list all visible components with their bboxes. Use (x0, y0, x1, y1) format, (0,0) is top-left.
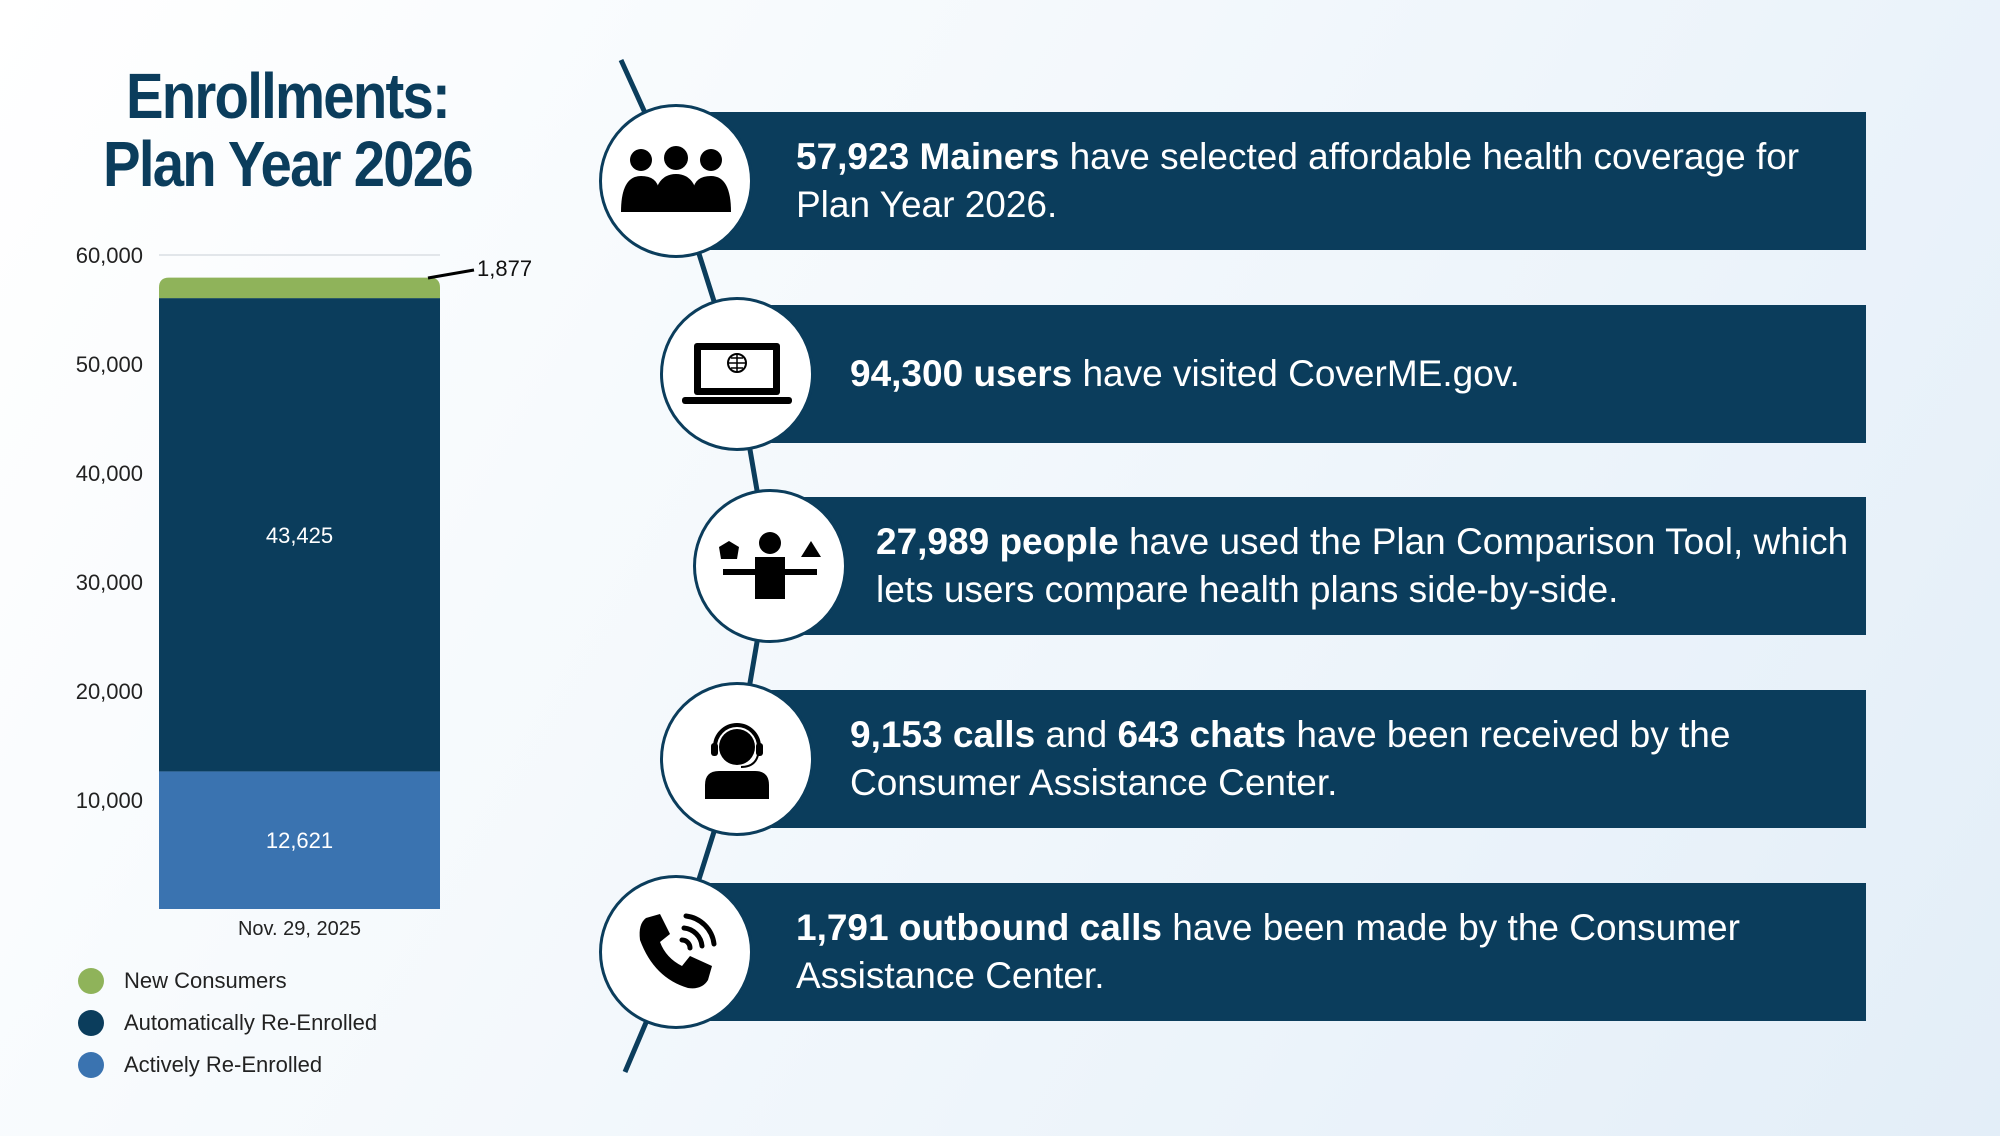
y-tick-label: 60,000 (76, 243, 143, 268)
stat-card-comparison: 27,989 people have used the Plan Compari… (797, 497, 1866, 635)
y-tick-label: 10,000 (76, 788, 143, 813)
legend-item-auto: Automatically Re-Enrolled (78, 1002, 377, 1044)
chart-legend: New Consumers Automatically Re-Enrolled … (78, 960, 377, 1086)
bar-data-label: 43,425 (266, 523, 333, 548)
bar-data-label: 12,621 (266, 828, 333, 853)
stat-card-visitors: 94,300 users have visited CoverME.gov. (765, 305, 1866, 443)
label-leader-line (427, 268, 475, 280)
legend-label: New Consumers (124, 968, 287, 993)
stat-card-enrollees: 57,923 Mainers have selected affordable … (708, 112, 1866, 250)
x-tick-label: Nov. 29, 2025 (238, 918, 361, 940)
phone-call-icon (599, 875, 753, 1029)
title-line-2: Plan Year 2026 (103, 128, 474, 200)
y-tick-label: 50,000 (76, 352, 143, 377)
title-line-1: Enrollments: (125, 60, 451, 132)
legend-dot (78, 1052, 104, 1078)
legend-dot (78, 1010, 104, 1036)
y-tick-label: 30,000 (76, 570, 143, 595)
bar-segment (159, 771, 440, 909)
legend-item-active: Actively Re-Enrolled (78, 1044, 377, 1086)
y-tick-label: 40,000 (76, 461, 143, 486)
stat-card-outbound: 1,791 outbound calls have been made by t… (708, 883, 1866, 1021)
legend-item-new: New Consumers (78, 960, 377, 1002)
bar-data-label: 1,877 (477, 256, 532, 281)
people-group-icon (599, 104, 753, 258)
bar-segment (159, 277, 440, 299)
legend-label: Automatically Re-Enrolled (124, 1010, 378, 1035)
headset-agent-icon (660, 682, 814, 836)
stat-card-calls-chats: 9,153 calls and 643 chats have been rece… (765, 690, 1866, 828)
y-tick-label: 20,000 (76, 679, 143, 704)
legend-dot (78, 968, 104, 994)
legend-label: Actively Re-Enrolled (124, 1052, 323, 1077)
laptop-globe-icon (660, 297, 814, 451)
bar-segment (159, 298, 440, 772)
enrollment-chart: 10,000 20,000 30,000 40,000 50,000 60,000 12,6… (76, 243, 532, 940)
page-title: Enrollments: Plan Year 2026 (70, 62, 506, 198)
person-comparing-icon (693, 489, 847, 643)
